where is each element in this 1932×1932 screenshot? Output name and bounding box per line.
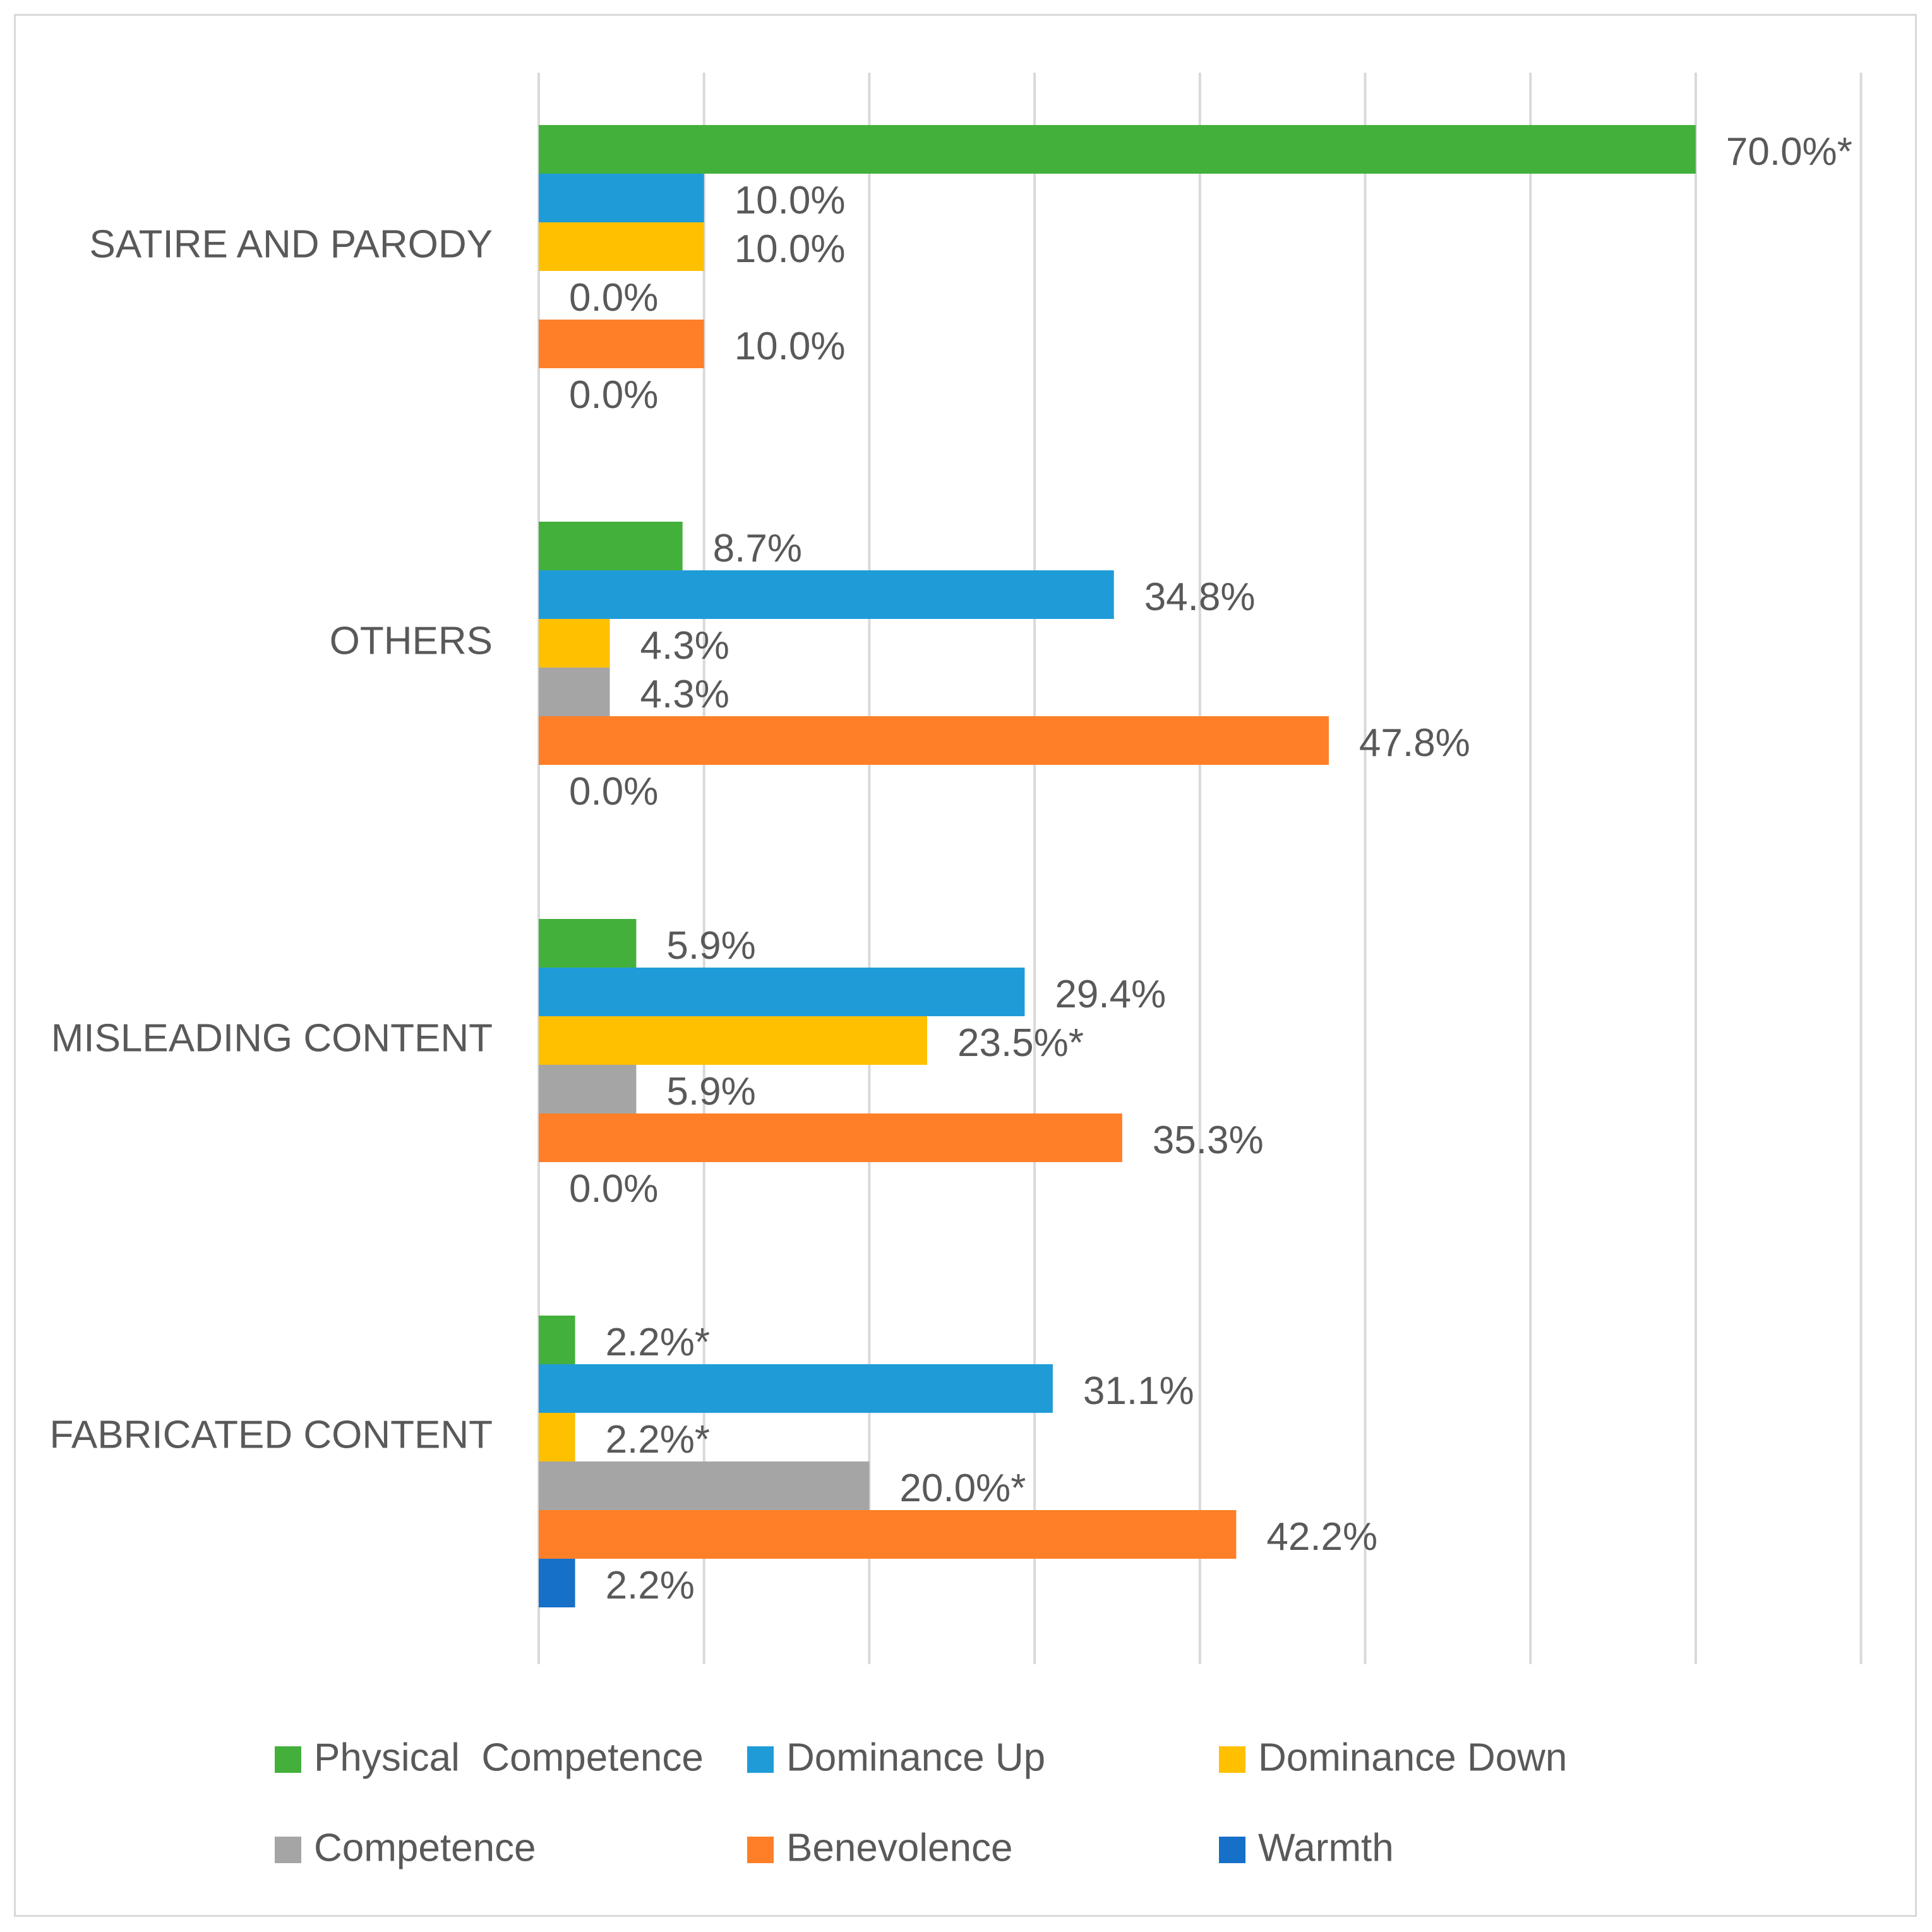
bar-dominance-up [539,968,1025,1016]
legend-label: Warmth [1258,1826,1394,1869]
legend-label: Dominance Up [786,1736,1045,1779]
legend-swatch [275,1837,301,1863]
data-label: 0.0% [569,373,658,417]
category-label: SATIRE AND PARODY [90,222,493,266]
data-label: 10.0% [735,227,846,271]
bar-physical-competence [539,125,1696,174]
bar-dominance-up [539,570,1114,619]
legend-label: Benevolence [786,1826,1013,1869]
data-label: 10.0% [735,179,846,222]
data-label: 42.2% [1266,1515,1377,1559]
data-label: 0.0% [569,770,658,813]
bar-benevolence [539,1113,1122,1162]
bar-dominance-down [539,1016,927,1065]
bar-dominance-up [539,1364,1053,1413]
legend-label: Competence [314,1826,536,1869]
data-label: 2.2%* [606,1321,710,1364]
data-label: 34.8% [1144,575,1256,619]
data-label: 5.9% [666,924,755,968]
bar-competence [539,1065,637,1113]
bar-benevolence [539,320,704,368]
legend-swatch [1219,1837,1245,1863]
legend-swatch [747,1837,774,1863]
data-label: 35.3% [1153,1119,1264,1162]
data-label: 10.0% [735,325,846,368]
legend-swatch [747,1746,774,1773]
data-label: 23.5%* [957,1021,1084,1065]
bar-dominance-down [539,1413,575,1461]
bar-competence [539,1461,870,1510]
bar-competence [539,668,610,716]
legend-swatch [275,1746,301,1773]
bar-warmth [539,1559,575,1607]
data-label: 0.0% [569,276,658,320]
legend-swatch [1219,1746,1245,1773]
bar-dominance-down [539,222,704,271]
bar-benevolence [539,1510,1237,1559]
category-label: MISLEADING CONTENT [51,1016,493,1060]
bar-dominance-down [539,619,610,668]
legend-label: Dominance Down [1258,1736,1567,1779]
data-label: 70.0%* [1726,130,1852,174]
data-label: 31.1% [1083,1369,1194,1413]
bar-benevolence [539,716,1329,765]
data-label: 4.3% [640,624,729,668]
bar-physical-competence [539,522,683,570]
data-label: 47.8% [1359,721,1470,765]
bar-physical-competence [539,1316,575,1364]
category-label: OTHERS [330,619,493,663]
bar-physical-competence [539,919,637,968]
data-label: 5.9% [666,1070,755,1113]
data-label: 2.2%* [606,1418,710,1461]
data-label: 29.4% [1055,973,1166,1016]
category-label: FABRICATED CONTENT [49,1413,493,1456]
data-label: 8.7% [713,527,802,570]
bar-dominance-up [539,174,704,222]
chart-frame [14,14,1917,1917]
data-label: 0.0% [569,1167,658,1211]
data-label: 20.0%* [899,1467,1026,1510]
data-label: 4.3% [640,673,729,716]
legend-label: Physical Competence [314,1736,704,1779]
data-label: 2.2% [606,1564,695,1607]
